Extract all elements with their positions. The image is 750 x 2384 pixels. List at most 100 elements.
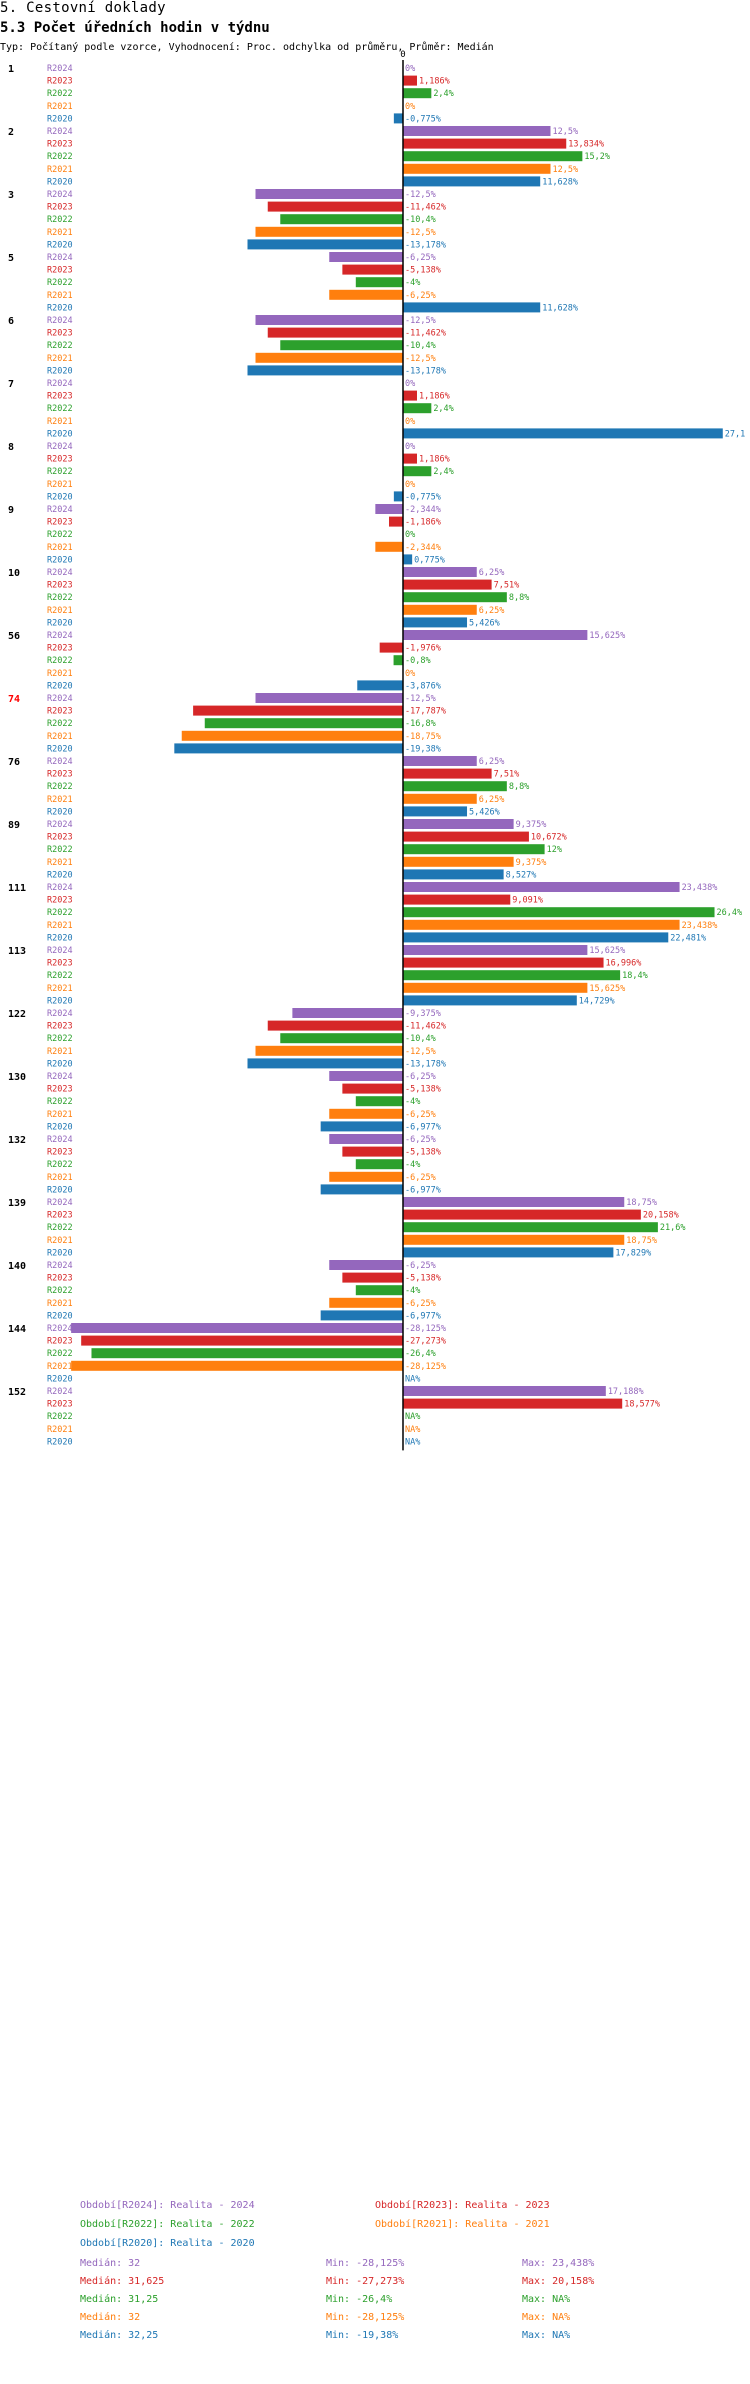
stat-min-r2024: Min: -28,125% (326, 2258, 405, 2269)
bar-76-r2021 (403, 793, 477, 804)
stat-min-r2020: Min: -19,38% (326, 2330, 399, 2341)
series-label-113-r2020: R2020 (47, 996, 73, 1006)
bar-5-r2024 (329, 252, 403, 262)
data-label-5-r2022: -4% (405, 278, 420, 288)
series-label-111-r2020: R2020 (47, 933, 73, 943)
series-label-5-r2023: R2023 (47, 266, 73, 276)
data-label-76-r2023: 7,51% (494, 770, 520, 780)
bar-1-r2022 (403, 88, 432, 99)
series-label-74-r2021: R2021 (47, 732, 73, 742)
bar-3-r2021 (255, 226, 403, 237)
series-label-139-r2024: R2024 (47, 1198, 73, 1208)
data-label-1-r2020: -0,775% (405, 114, 441, 124)
series-label-132-r2024: R2024 (47, 1135, 73, 1145)
chart-subtitle: Typ: Počítaný podle vzorce, Vyhodnocení:… (0, 42, 494, 53)
bar-7-r2022 (403, 403, 432, 414)
series-label-144-r2022: R2022 (47, 1349, 73, 1359)
bar-89-r2024 (403, 819, 514, 829)
data-label-6-r2024: -12,5% (405, 316, 436, 326)
bar-113-r2021 (403, 982, 588, 993)
group-label-3: 3 (8, 190, 14, 201)
group-label-6: 6 (8, 316, 14, 327)
legend-entry-r2022: Období[R2022]: Realita - 2022 (80, 2219, 255, 2230)
bar-140-r2021 (329, 1297, 403, 1308)
series-label-74-r2022: R2022 (47, 719, 73, 729)
bar-2-r2022 (403, 151, 583, 162)
data-label-74-r2024: -12,5% (405, 694, 436, 704)
bar-10-r2021 (403, 604, 477, 615)
bar-144-r2022 (91, 1348, 403, 1359)
bar-139-r2022 (403, 1222, 658, 1233)
bar-144-r2021 (71, 1360, 403, 1371)
data-label-7-r2020: 27,1 (725, 429, 745, 439)
series-label-7-r2020: R2020 (47, 429, 73, 439)
series-label-122-r2022: R2022 (47, 1034, 73, 1044)
data-label-113-r2020: 14,729% (579, 996, 615, 1006)
stat-max-r2023: Max: 20,158% (522, 2276, 595, 2287)
data-label-3-r2022: -10,4% (405, 215, 436, 225)
data-label-144-r2021: -28,125% (405, 1362, 446, 1372)
group-label-152: 152 (8, 1387, 26, 1398)
data-label-122-r2024: -9,375% (405, 1009, 441, 1019)
bar-139-r2021 (403, 1234, 625, 1245)
bar-130-r2020 (320, 1121, 403, 1132)
stat-max-r2024: Max: 23,438% (522, 2258, 595, 2269)
group-label-144: 144 (8, 1324, 26, 1335)
bar-122-r2024 (292, 1008, 403, 1018)
data-label-10-r2020: 5,426% (469, 618, 500, 628)
series-label-10-r2021: R2021 (47, 606, 73, 616)
series-label-56-r2024: R2024 (47, 631, 73, 641)
bar-76-r2020 (403, 806, 468, 817)
bar-130-r2022 (355, 1096, 403, 1107)
data-label-139-r2021: 18,75% (626, 1236, 657, 1246)
data-label-139-r2024: 18,75% (626, 1198, 657, 1208)
series-label-1-r2023: R2023 (47, 77, 73, 87)
series-label-8-r2024: R2024 (47, 442, 73, 452)
group-label-89: 89 (8, 820, 20, 831)
bar-140-r2023 (342, 1272, 403, 1283)
bar-111-r2023 (403, 894, 511, 905)
bar-7-r2023 (403, 390, 417, 401)
data-label-111-r2023: 9,091% (512, 896, 543, 906)
series-label-5-r2024: R2024 (47, 253, 73, 263)
data-label-2-r2024: 12,5% (553, 127, 579, 137)
series-label-7-r2022: R2022 (47, 404, 73, 414)
series-label-9-r2021: R2021 (47, 543, 73, 553)
series-label-144-r2020: R2020 (47, 1374, 73, 1384)
series-label-89-r2024: R2024 (47, 820, 73, 830)
series-label-152-r2022: R2022 (47, 1412, 73, 1422)
data-label-56-r2022: -0,8% (405, 656, 431, 666)
legend-entry-r2021: Období[R2021]: Realita - 2021 (375, 2219, 550, 2230)
data-label-10-r2021: 6,25% (479, 606, 505, 616)
bar-9-r2021 (375, 541, 403, 552)
bar-122-r2022 (280, 1033, 403, 1044)
series-label-113-r2024: R2024 (47, 946, 73, 956)
series-label-132-r2020: R2020 (47, 1185, 73, 1195)
bar-74-r2024 (255, 693, 403, 703)
series-label-56-r2020: R2020 (47, 681, 73, 691)
bar-1-r2020 (393, 113, 403, 124)
data-label-74-r2022: -16,8% (405, 719, 436, 729)
data-label-6-r2023: -11,462% (405, 329, 446, 339)
data-label-7-r2022: 2,4% (433, 404, 453, 414)
bar-144-r2023 (81, 1335, 404, 1346)
series-label-7-r2021: R2021 (47, 417, 73, 427)
series-label-140-r2022: R2022 (47, 1286, 73, 1296)
data-label-144-r2023: -27,273% (405, 1337, 446, 1347)
data-label-2-r2022: 15,2% (584, 152, 610, 162)
bar-74-r2021 (181, 730, 403, 741)
bar-56-r2024 (403, 630, 588, 640)
data-label-3-r2021: -12,5% (405, 228, 436, 238)
stat-min-r2022: Min: -26,4% (326, 2294, 393, 2305)
bar-9-r2024 (375, 504, 403, 514)
series-label-8-r2022: R2022 (47, 467, 73, 477)
data-label-89-r2022: 12% (547, 845, 562, 855)
data-label-7-r2021: 0% (405, 417, 415, 427)
series-label-122-r2023: R2023 (47, 1022, 73, 1032)
series-label-10-r2020: R2020 (47, 618, 73, 628)
group-label-56: 56 (8, 631, 20, 642)
data-label-130-r2023: -5,138% (405, 1085, 441, 1095)
group-label-9: 9 (8, 505, 14, 516)
series-label-122-r2021: R2021 (47, 1047, 73, 1057)
data-label-3-r2020: -13,178% (405, 240, 446, 250)
